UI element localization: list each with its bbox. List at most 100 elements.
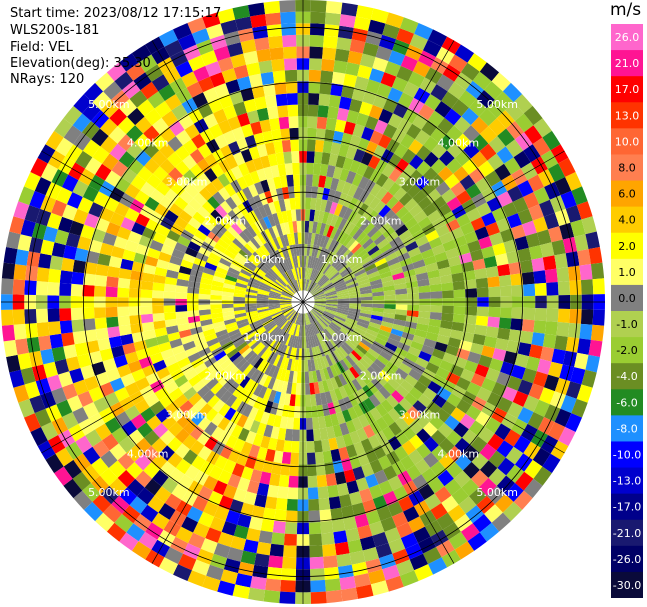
gate-cell	[245, 310, 258, 316]
gate-cell	[375, 374, 388, 387]
gate-cell	[316, 259, 323, 271]
gate-cell	[415, 323, 429, 332]
gate-cell	[328, 239, 337, 251]
gate-cell	[347, 285, 360, 292]
gate-cell	[280, 294, 293, 299]
gate-cell	[149, 400, 165, 416]
gate-cell	[258, 385, 268, 399]
gate-cell	[211, 412, 225, 427]
gate-cell	[176, 175, 192, 191]
gate-cell	[378, 134, 392, 149]
gate-cell	[369, 407, 382, 421]
gate-cell	[370, 230, 383, 242]
gate-cell	[558, 157, 576, 177]
gate-cell	[479, 460, 498, 478]
gate-cell	[305, 394, 312, 407]
gate-cell	[283, 259, 290, 271]
gate-cell	[182, 139, 198, 155]
gate-cell	[107, 326, 121, 338]
gate-cell	[210, 209, 223, 222]
gate-cell	[462, 461, 480, 479]
colorbar-tick-label: -4.0	[616, 370, 637, 383]
gate-cell	[293, 417, 300, 430]
gate-cell	[175, 526, 193, 544]
gate-cell	[349, 98, 363, 113]
gate-cell	[217, 333, 230, 342]
gate-cell	[394, 347, 408, 358]
gate-cell	[269, 239, 278, 251]
colorbar-tick-label: -17.0	[613, 501, 641, 514]
gate-cell	[283, 46, 297, 59]
gate-cell	[378, 386, 391, 400]
gate-cell	[308, 281, 315, 292]
gate-cell	[353, 16, 371, 31]
gate-cell	[549, 391, 566, 409]
gate-cell	[338, 205, 348, 219]
gate-cell	[279, 368, 287, 382]
gate-cell	[197, 416, 212, 431]
gate-cell	[347, 406, 358, 420]
gate-cell	[135, 213, 150, 227]
gate-cell	[440, 320, 453, 330]
gate-cell	[481, 212, 497, 227]
gate-cell	[256, 295, 269, 300]
gate-cell	[212, 191, 226, 205]
gate-cell	[456, 213, 471, 227]
gate-cell	[145, 372, 161, 386]
gate-cell	[187, 241, 201, 252]
gate-cell	[225, 394, 238, 408]
gate-cell	[56, 399, 73, 417]
gate-cell	[30, 157, 48, 177]
gate-cell	[191, 133, 206, 149]
gate-cell	[295, 279, 300, 292]
gate-cell	[310, 359, 316, 372]
gate-cell	[278, 116, 290, 130]
gate-cell	[100, 99, 120, 119]
gate-cell	[233, 303, 246, 308]
gate-cell	[336, 288, 349, 294]
colorbar-segment	[611, 337, 643, 364]
gate-cell	[514, 453, 533, 472]
gate-cell	[487, 153, 504, 171]
gate-cell	[215, 329, 228, 338]
gate-cell	[388, 113, 403, 129]
gate-cell	[160, 244, 175, 256]
gate-cell	[387, 182, 402, 196]
gate-cell	[269, 117, 281, 131]
colorbar-tick-label: 1.0	[618, 266, 636, 279]
gate-cell	[15, 338, 29, 355]
gate-cell	[479, 62, 500, 82]
gate-cell	[344, 319, 357, 327]
gate-cell	[408, 71, 425, 88]
gate-cell	[117, 116, 136, 135]
gate-cell	[287, 405, 295, 418]
gate-cell	[201, 372, 215, 385]
gate-cell	[286, 322, 293, 334]
gate-cell	[134, 133, 152, 151]
gate-cell	[184, 123, 200, 140]
gate-cell	[351, 87, 366, 102]
gate-cell	[286, 209, 293, 223]
gate-cell	[334, 387, 343, 401]
gate-cell	[465, 405, 482, 421]
gate-cell	[337, 192, 348, 206]
range-ring-label: 4.00km	[438, 137, 480, 150]
gate-cell	[280, 296, 292, 300]
gate-cell	[309, 533, 323, 546]
gate-cell	[404, 374, 418, 387]
gate-cell	[271, 366, 280, 379]
range-ring-label: 2.00km	[205, 370, 247, 383]
gate-cell	[451, 321, 465, 332]
gate-cell	[153, 320, 166, 330]
gate-cell	[341, 269, 353, 278]
gate-cell	[286, 270, 293, 282]
gate-cell	[313, 151, 323, 164]
gate-cell	[163, 305, 176, 313]
gate-cell	[206, 257, 220, 267]
gate-cell	[304, 371, 310, 384]
gate-cell	[368, 274, 381, 283]
gate-cell	[383, 465, 398, 481]
gate-cell	[453, 289, 466, 298]
gate-cell	[167, 452, 183, 468]
gate-cell	[284, 69, 298, 82]
